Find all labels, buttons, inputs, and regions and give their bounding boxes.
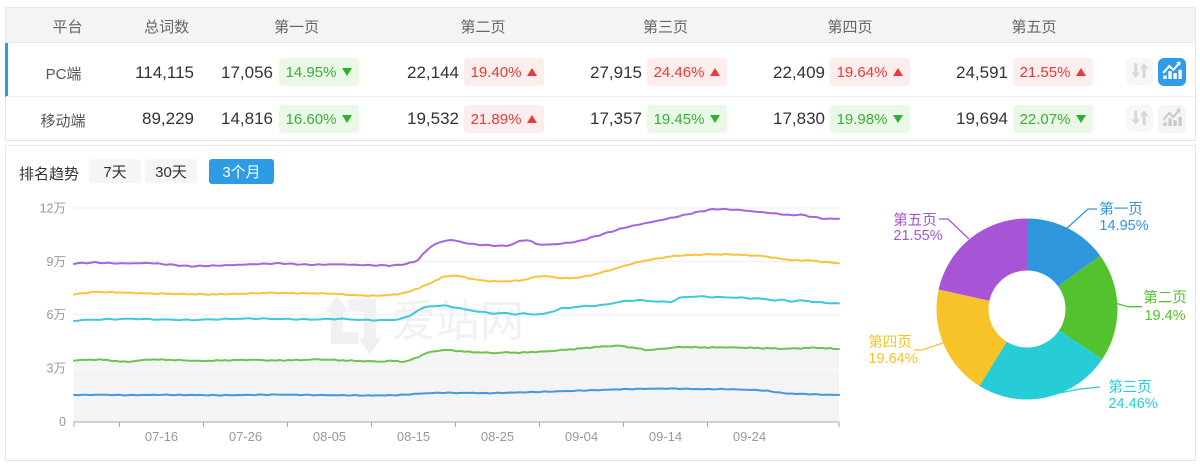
svg-text:09-14: 09-14 <box>649 429 682 444</box>
svg-text:08-05: 08-05 <box>313 429 346 444</box>
svg-text:6万: 6万 <box>47 308 66 322</box>
svg-text:19.4%: 19.4% <box>1144 308 1185 324</box>
svg-text:第一页: 第一页 <box>1099 200 1143 218</box>
svg-text:0: 0 <box>59 415 66 429</box>
svg-text:12万: 12万 <box>40 202 66 216</box>
svg-text:08-15: 08-15 <box>397 429 430 444</box>
svg-text:09-24: 09-24 <box>733 429 766 444</box>
svg-text:14.95%: 14.95% <box>1099 218 1148 234</box>
svg-text:07-26: 07-26 <box>229 429 262 444</box>
svg-text:第四页: 第四页 <box>868 333 912 351</box>
svg-text:第二页: 第二页 <box>1143 289 1187 307</box>
svg-text:9万: 9万 <box>47 255 66 269</box>
svg-text:07-16: 07-16 <box>145 429 178 444</box>
svg-text:24.46%: 24.46% <box>1108 396 1157 412</box>
svg-text:3万: 3万 <box>47 362 66 376</box>
svg-text:爱站网: 爱站网 <box>392 297 524 346</box>
svg-text:第三页: 第三页 <box>1108 378 1152 396</box>
svg-text:第五页: 第五页 <box>893 211 937 229</box>
svg-text:21.55%: 21.55% <box>893 228 942 244</box>
svg-text:09-04: 09-04 <box>565 429 598 444</box>
svg-text:08-25: 08-25 <box>481 429 514 444</box>
svg-text:19.64%: 19.64% <box>868 351 917 367</box>
